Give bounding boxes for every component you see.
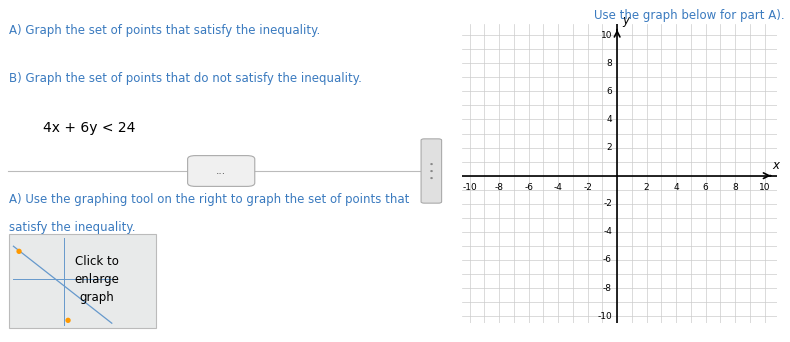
Text: Click to
enlarge
graph: Click to enlarge graph [75, 255, 119, 304]
Text: -8: -8 [495, 183, 503, 193]
Text: 2: 2 [644, 183, 649, 193]
Text: x: x [773, 159, 779, 172]
Text: -10: -10 [462, 183, 477, 193]
Text: -6: -6 [603, 255, 612, 264]
Text: 4x + 6y < 24: 4x + 6y < 24 [43, 121, 136, 135]
Text: satisfy the inequality.: satisfy the inequality. [9, 221, 136, 234]
Text: ●: ● [430, 176, 433, 180]
Text: ●: ● [430, 162, 433, 166]
Text: 10: 10 [759, 183, 770, 193]
Text: A) Use the graphing tool on the right to graph the set of points that: A) Use the graphing tool on the right to… [9, 193, 410, 206]
Text: -2: -2 [583, 183, 592, 193]
Text: -2: -2 [603, 199, 612, 208]
Text: -6: -6 [524, 183, 533, 193]
Text: y: y [623, 14, 630, 27]
Text: 8: 8 [606, 59, 612, 68]
Text: 6: 6 [703, 183, 709, 193]
Text: Use the graph below for part A).: Use the graph below for part A). [594, 9, 784, 22]
Text: 6: 6 [606, 87, 612, 96]
Text: 8: 8 [732, 183, 738, 193]
Text: ...: ... [216, 166, 226, 176]
Text: ●: ● [16, 248, 22, 254]
Text: 10: 10 [600, 31, 612, 40]
Text: ●: ● [65, 317, 71, 323]
Text: 4: 4 [673, 183, 679, 193]
Text: -8: -8 [603, 284, 612, 292]
Text: 4: 4 [607, 115, 612, 124]
Text: A) Graph the set of points that satisfy the inequality.: A) Graph the set of points that satisfy … [9, 24, 321, 37]
Text: -4: -4 [554, 183, 562, 193]
Text: -10: -10 [597, 312, 612, 321]
Text: ●: ● [430, 169, 433, 173]
Text: 2: 2 [607, 143, 612, 152]
Text: B) Graph the set of points that do not satisfy the inequality.: B) Graph the set of points that do not s… [9, 72, 363, 85]
Text: -4: -4 [603, 227, 612, 236]
